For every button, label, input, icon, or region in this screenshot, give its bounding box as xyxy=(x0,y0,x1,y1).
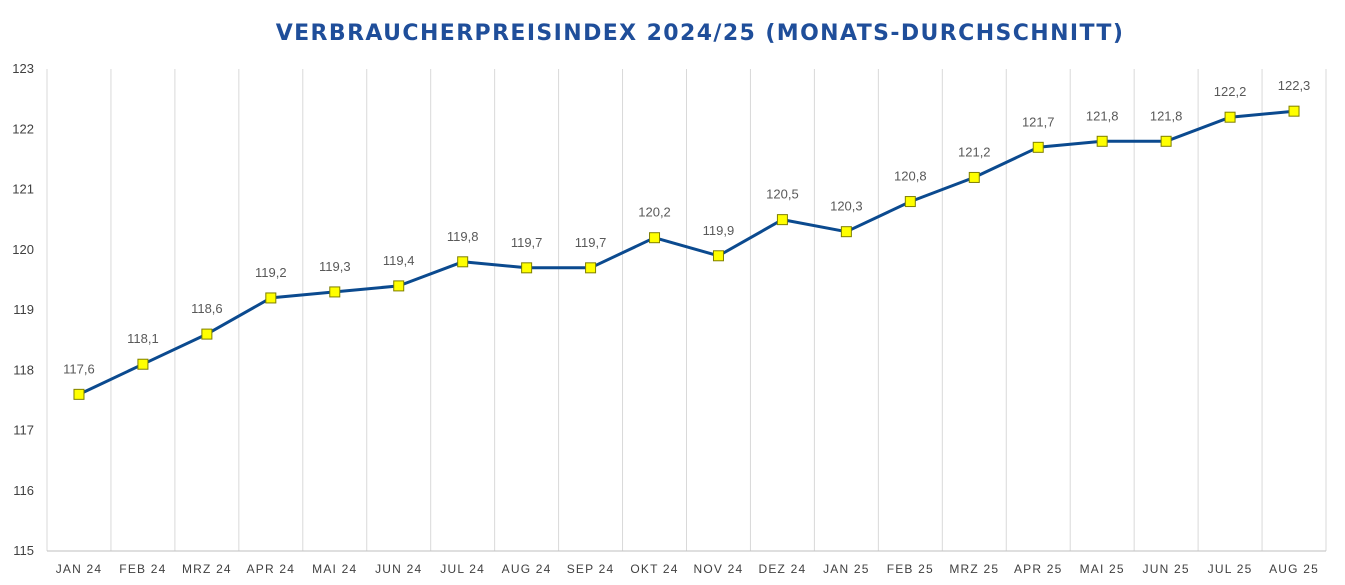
chart-title: VERBRAUCHERPREISINDEX 2024/25 (MONATS-DU… xyxy=(276,21,1125,46)
data-marker xyxy=(968,171,980,183)
data-marker xyxy=(840,226,852,238)
data-marker xyxy=(457,256,469,268)
series-line-group xyxy=(78,109,1295,396)
data-label: 119,2 xyxy=(255,265,287,280)
x-tick-label: DEZ 24 xyxy=(758,562,806,576)
data-marker xyxy=(904,196,916,208)
data-label: 117,6 xyxy=(63,361,95,376)
data-marker xyxy=(585,262,597,274)
y-tick-label: 117 xyxy=(13,423,34,438)
x-tick-label: JUN 24 xyxy=(375,562,422,576)
y-tick-label: 118 xyxy=(13,362,34,377)
x-tick-label: MAI 25 xyxy=(1080,562,1125,576)
x-tick-label: MRZ 24 xyxy=(182,562,232,576)
data-label: 118,1 xyxy=(127,331,159,346)
x-tick-label: JUN 25 xyxy=(1143,562,1190,576)
data-label: 118,6 xyxy=(191,301,223,316)
data-marker xyxy=(73,388,85,400)
data-label: 119,9 xyxy=(703,223,735,238)
data-marker xyxy=(393,280,405,292)
x-tick-label: JUL 24 xyxy=(440,562,485,576)
x-tick-label: NOV 24 xyxy=(694,562,744,576)
data-label: 120,3 xyxy=(830,199,863,214)
data-label: 122,3 xyxy=(1278,78,1311,93)
y-tick-label: 122 xyxy=(12,121,34,136)
x-tick-label: AUG 25 xyxy=(1269,562,1319,576)
x-tick-label: MAI 24 xyxy=(312,562,357,576)
data-marker xyxy=(137,358,149,370)
x-tick-label: SEP 24 xyxy=(567,562,615,576)
data-label: 121,8 xyxy=(1086,108,1119,123)
data-label: 119,7 xyxy=(575,235,607,250)
grid-lines xyxy=(46,69,1327,551)
x-tick-label: FEB 25 xyxy=(887,562,934,576)
x-tick-label: JUL 25 xyxy=(1208,562,1253,576)
data-marker xyxy=(1288,105,1300,117)
data-label: 119,8 xyxy=(447,229,479,244)
data-marker xyxy=(776,214,788,226)
data-marker xyxy=(265,292,277,304)
x-tick-label: JAN 25 xyxy=(823,562,870,576)
x-tick-label: FEB 24 xyxy=(119,562,166,576)
data-labels: 117,6 118,1 118,6 119,2 119,3 119,4 119,8 119,7… xyxy=(63,78,1310,376)
data-label: 120,5 xyxy=(766,187,799,202)
series-line xyxy=(78,109,1295,396)
x-tick-label: JAN 24 xyxy=(56,562,103,576)
data-marker xyxy=(521,262,533,274)
data-marker xyxy=(1224,111,1236,123)
data-label: 120,8 xyxy=(894,169,927,184)
axes: 115 116 117 118 119 120 121 122 123 JAN 24 FEB 24 M… xyxy=(12,61,1326,576)
x-tick-label: APR 24 xyxy=(247,562,296,576)
data-marker xyxy=(1160,135,1172,147)
x-tick-label: AUG 24 xyxy=(502,562,552,576)
y-tick-label: 123 xyxy=(12,61,34,76)
data-marker xyxy=(201,328,213,340)
x-tick-label: OKT 24 xyxy=(630,562,678,576)
data-marker xyxy=(712,250,724,262)
data-label: 121,2 xyxy=(958,144,991,159)
y-tick-label: 121 xyxy=(12,182,34,197)
data-label: 120,2 xyxy=(638,205,671,220)
data-marker xyxy=(649,232,661,244)
data-markers xyxy=(73,105,1300,400)
y-tick-label: 115 xyxy=(13,543,34,558)
y-tick-label: 119 xyxy=(13,302,34,317)
data-label: 119,3 xyxy=(319,259,351,274)
data-label: 121,8 xyxy=(1150,108,1183,123)
y-tick-label: 116 xyxy=(13,483,34,498)
data-marker xyxy=(329,286,341,298)
data-label: 119,4 xyxy=(383,253,415,268)
y-tick-label: 120 xyxy=(12,242,34,257)
data-label: 121,7 xyxy=(1022,114,1055,129)
data-label: 122,2 xyxy=(1214,84,1247,99)
data-label: 119,7 xyxy=(511,235,543,250)
data-marker xyxy=(1096,135,1108,147)
data-marker xyxy=(1032,141,1044,153)
x-tick-label: MRZ 25 xyxy=(949,562,999,576)
x-tick-label: APR 25 xyxy=(1014,562,1063,576)
